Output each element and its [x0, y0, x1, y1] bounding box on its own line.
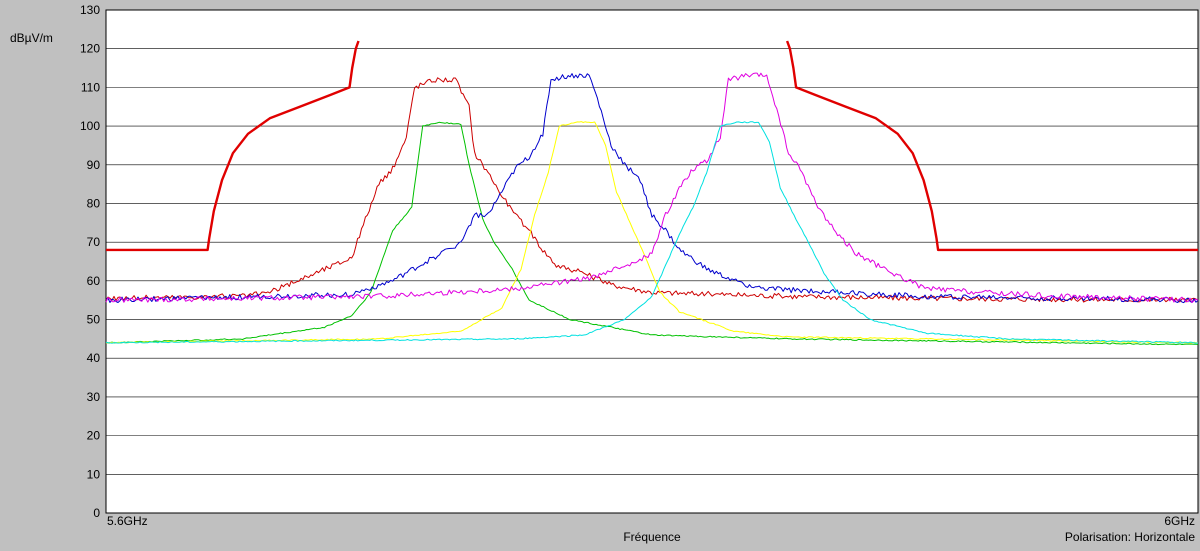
x-tick-start: 5.6GHz: [107, 514, 148, 528]
y-tick-30: 30: [87, 390, 101, 404]
x-axis-label: Fréquence: [623, 530, 681, 544]
y-tick-60: 60: [87, 274, 101, 288]
y-tick-120: 120: [80, 42, 100, 56]
y-tick-20: 20: [87, 429, 101, 443]
series-green-trace: [105, 121, 1199, 346]
y-tick-0: 0: [93, 506, 100, 520]
y-tick-100: 100: [80, 119, 100, 133]
series-group: [105, 40, 1199, 346]
y-tick-110: 110: [81, 80, 100, 94]
y-axis-label: dBµV/m: [10, 31, 53, 45]
y-tick-50: 50: [87, 313, 101, 327]
y-tick-70: 70: [87, 235, 101, 249]
x-tick-end: 6GHz: [1164, 514, 1195, 528]
y-tick-10: 10: [87, 467, 101, 481]
y-tick-130: 130: [80, 3, 100, 17]
series-cyan-trace: [105, 121, 1199, 344]
y-tick-80: 80: [87, 196, 101, 210]
series-magenta-trace: [105, 72, 1199, 304]
series-blue-trace: [105, 73, 1199, 304]
y-axis-ticks: 0 10 20 30 40 50 60 70 80 90 100 110 120 130: [80, 3, 100, 520]
polarization-label: Polarisation: Horizontale: [1065, 530, 1195, 544]
series-mask-right: [785, 40, 1198, 252]
plot-area: [105, 9, 1199, 514]
y-tick-90: 90: [87, 158, 101, 172]
series-mask-left: [106, 40, 360, 252]
grid-lines: [106, 48, 1198, 475]
series-yellow-trace: [105, 121, 1199, 344]
y-tick-40: 40: [87, 351, 101, 365]
